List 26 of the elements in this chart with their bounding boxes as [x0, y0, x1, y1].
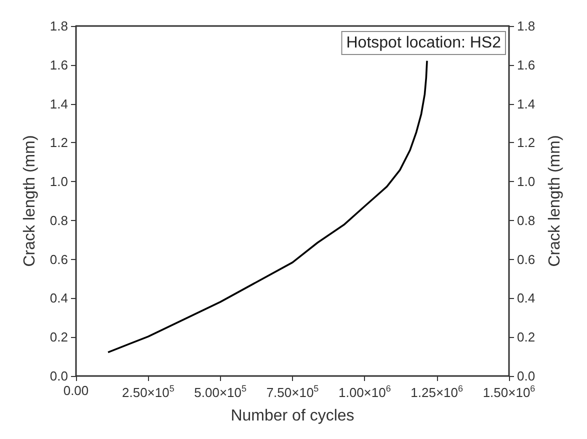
y-tick-label: 1.4: [50, 96, 68, 112]
y-tick-label: 0.0: [50, 368, 68, 384]
y2-tick-label: 0.2: [517, 330, 536, 345]
y2-tick-label: 1.4: [517, 96, 536, 112]
y2-axis-title: Crack length (mm): [546, 135, 564, 267]
y2-tick-label: 0.4: [517, 290, 536, 306]
y-axis-title: Crack length (mm): [22, 135, 38, 267]
y-tick-label: 0.4: [50, 290, 68, 306]
y2-tick-label: 0.8: [517, 212, 536, 228]
y-tick-label: 0.2: [50, 330, 68, 345]
y-tick-label: 1.0: [50, 174, 68, 190]
y2-tick-label: 1.8: [517, 18, 536, 34]
line-series: [107, 60, 428, 354]
annotation: Hotspot location: HS2: [346, 34, 502, 52]
y2-tick-label: 1.6: [517, 57, 536, 72]
y-tick-label: 1.6: [50, 57, 68, 72]
y-tick-label: 1.8: [50, 18, 68, 34]
y2-tick-label: 1.2: [517, 135, 536, 150]
y2-tick-label: 1.0: [517, 174, 536, 190]
x-tick-label: 0.00: [63, 383, 89, 398]
y2-tick-label: 0.6: [517, 252, 536, 267]
x-axis-title: Number of cycles: [230, 408, 354, 424]
y-tick-label: 0.6: [50, 252, 68, 267]
y-tick-label: 1.2: [50, 135, 68, 150]
y2-tick-label: 0.0: [517, 368, 536, 384]
y-tick-label: 0.8: [50, 212, 68, 228]
